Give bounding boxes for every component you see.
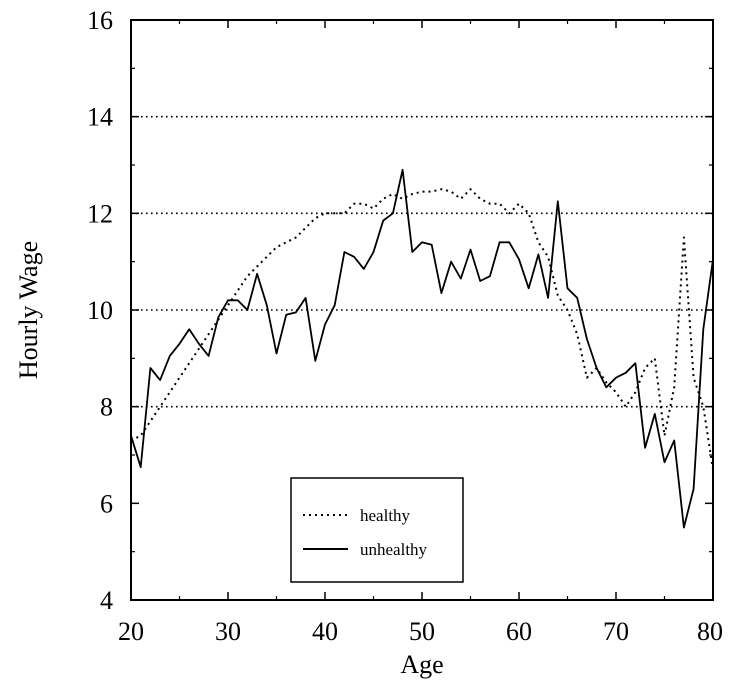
- x-axis-title: Age: [400, 650, 443, 679]
- y-tick-label: 12: [87, 199, 113, 228]
- series-layer: [130, 168, 714, 529]
- legend-label-healthy: healthy: [360, 506, 411, 525]
- x-tick-label: 50: [409, 617, 435, 646]
- legend-box: [290, 477, 464, 583]
- y-tick-label: 16: [87, 6, 113, 35]
- x-tick-label: 20: [118, 617, 144, 646]
- x-tick-label: 70: [603, 617, 629, 646]
- legend: healthy unhealthy: [290, 477, 464, 583]
- y-tick-label: 10: [87, 296, 113, 325]
- axis-ticks: 20 30 40 50 60 70 80 4 6 8 10 12 14 16: [87, 6, 723, 646]
- y-tick-label: 4: [100, 586, 113, 615]
- gridlines: [131, 115, 713, 408]
- legend-label-unhealthy: unhealthy: [360, 540, 428, 559]
- x-tick-label: 40: [312, 617, 338, 646]
- x-tick-label: 30: [215, 617, 241, 646]
- y-tick-label: 14: [87, 103, 113, 132]
- series-line-unhealthy: [130, 168, 714, 529]
- y-tick-label: 6: [100, 489, 113, 518]
- x-tick-label: 80: [697, 617, 723, 646]
- series-line-healthy: [130, 188, 714, 470]
- x-tick-label: 60: [506, 617, 532, 646]
- y-tick-label: 8: [100, 393, 113, 422]
- y-axis-title: Hourly Wage: [14, 241, 43, 379]
